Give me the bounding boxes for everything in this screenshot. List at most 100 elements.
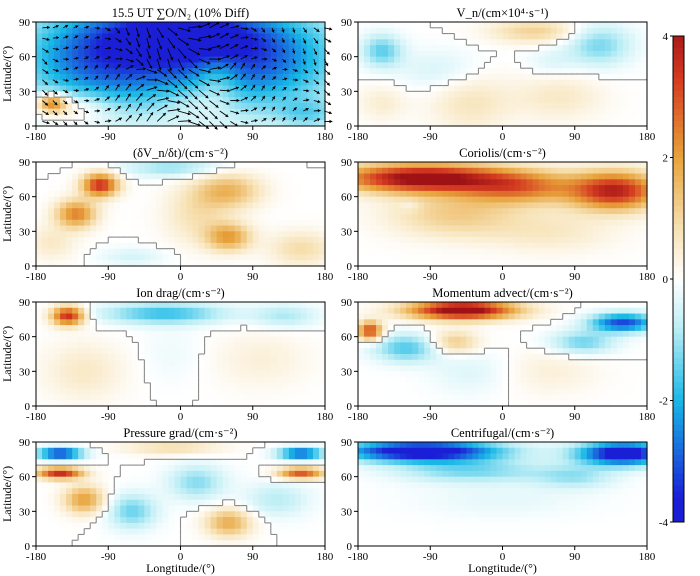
heatmap-cell [496, 91, 504, 98]
heatmap-cell [150, 196, 158, 204]
heatmap-cell [216, 179, 224, 186]
heatmap-cell [294, 202, 302, 209]
heatmap-cell [598, 85, 606, 92]
wind-arrow-head [120, 57, 123, 61]
heatmap-cell [370, 173, 377, 180]
heatmap-cell [36, 377, 43, 384]
heatmap-cell [318, 167, 326, 175]
heatmap-cell [84, 214, 91, 221]
heatmap-cell [54, 348, 61, 355]
heatmap-cell [96, 50, 103, 58]
heatmap-cell [388, 225, 395, 232]
heatmap-cell [634, 108, 642, 116]
heatmap-cell [502, 254, 510, 261]
heatmap-cell [306, 27, 314, 35]
wind-arrow-head [235, 44, 239, 48]
heatmap-cell [562, 231, 570, 238]
heatmap-cell [508, 242, 516, 250]
heatmap-cell [448, 248, 455, 256]
heatmap-cell [60, 354, 67, 361]
heatmap-cell [180, 97, 188, 104]
heatmap-cell [240, 102, 248, 110]
heatmap-cell [96, 208, 103, 215]
heatmap-cell [108, 85, 115, 92]
wind-arrow-head [245, 26, 249, 31]
heatmap-cell [138, 302, 145, 309]
heatmap-cell [436, 185, 443, 192]
heatmap-cell [382, 91, 389, 98]
heatmap-cell [394, 108, 401, 116]
heatmap-cell [132, 330, 139, 338]
heatmap-cell [364, 248, 371, 256]
heatmap-cell [376, 196, 383, 204]
heatmap-cell [538, 167, 546, 175]
heatmap-cell [150, 39, 158, 46]
heatmap-cell [454, 202, 461, 209]
heatmap-cell [180, 68, 188, 75]
wind-arrow-head [75, 35, 79, 39]
heatmap-cell [90, 214, 97, 221]
heatmap-cell [54, 114, 61, 121]
heatmap-cell [622, 167, 630, 175]
heatmap-cell [192, 336, 200, 344]
heatmap-cell [622, 225, 630, 232]
heatmap-cell [150, 325, 158, 332]
heatmap-cell [448, 50, 455, 58]
heatmap-cell [150, 336, 158, 344]
heatmap-cell [282, 248, 290, 256]
heatmap-cell [526, 214, 534, 221]
heatmap-cell [586, 56, 594, 64]
wind-arrow-head [143, 67, 147, 71]
heatmap-cell [394, 214, 401, 221]
heatmap-cell [174, 45, 182, 52]
heatmap-cell [430, 62, 437, 69]
heatmap-cell [598, 248, 606, 256]
heatmap-cell [508, 108, 516, 116]
heatmap-cell [198, 254, 206, 261]
heatmap-cell [448, 102, 455, 110]
wind-arrow-head [164, 104, 168, 108]
heatmap-cell [288, 91, 296, 98]
heatmap-cell [312, 219, 320, 227]
heatmap-cell [162, 39, 170, 46]
heatmap-cell [36, 50, 43, 58]
heatmap-cell [318, 260, 326, 267]
heatmap-cell [370, 196, 377, 204]
heatmap-cell [496, 62, 504, 69]
wind-arrow-head [315, 40, 318, 44]
heatmap-cell [568, 162, 576, 169]
heatmap-cell [126, 330, 133, 338]
heatmap-cell [382, 68, 389, 75]
heatmap-cell [388, 62, 395, 69]
heatmap-cell [634, 162, 642, 169]
heatmap-cell [144, 313, 151, 320]
heatmap-cell [210, 185, 218, 192]
heatmap-cell [234, 22, 242, 29]
heatmap-cell [424, 74, 431, 81]
heatmap-cell [394, 162, 401, 169]
heatmap-cell [634, 196, 642, 204]
heatmap-cell [634, 56, 642, 64]
heatmap-cell [406, 248, 413, 256]
heatmap-cell [436, 237, 443, 244]
heatmap-cell [598, 190, 606, 198]
heatmap-cell [382, 102, 389, 110]
heatmap-cell [168, 354, 176, 361]
heatmap-cell [246, 260, 254, 267]
heatmap-cell [472, 196, 480, 204]
heatmap-cell [376, 39, 383, 46]
heatmap-cell [622, 185, 630, 192]
heatmap-cell [598, 219, 606, 227]
heatmap-cell [418, 120, 425, 127]
heatmap-cell [234, 307, 242, 315]
wind-arrow-head [262, 75, 265, 79]
heatmap-cell [388, 114, 395, 121]
heatmap-cell [592, 202, 600, 209]
heatmap-cell [550, 190, 558, 198]
heatmap-cell [484, 225, 492, 232]
heatmap-cell [228, 242, 236, 250]
heatmap-cell [382, 173, 389, 180]
heatmap-cell [460, 225, 467, 232]
heatmap-cell [610, 214, 618, 221]
heatmap-cell [538, 248, 546, 256]
